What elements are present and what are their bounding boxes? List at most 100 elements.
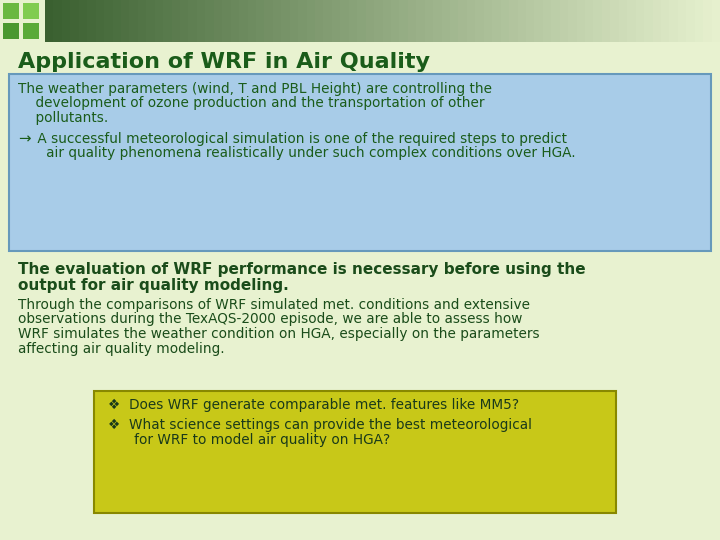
Text: ❖  What science settings can provide the best meteorological: ❖ What science settings can provide the … (108, 418, 532, 433)
Text: The evaluation of WRF performance is necessary before using the: The evaluation of WRF performance is nec… (18, 262, 585, 277)
Bar (323, 0, 333, 42)
Text: output for air quality modeling.: output for air quality modeling. (18, 278, 289, 293)
Bar (593, 0, 603, 42)
Bar (577, 0, 586, 42)
Bar (121, 0, 130, 42)
Bar (189, 0, 198, 42)
Bar (552, 0, 561, 42)
Bar (425, 0, 434, 42)
Bar (3, 23, 19, 39)
Bar (307, 0, 316, 42)
Text: for WRF to model air quality on HGA?: for WRF to model air quality on HGA? (108, 433, 390, 447)
Bar (71, 0, 80, 42)
Bar (416, 0, 426, 42)
Bar (78, 0, 88, 42)
Text: Through the comparisons of WRF simulated met. conditions and extensive: Through the comparisons of WRF simulated… (18, 298, 530, 312)
Bar (459, 0, 468, 42)
Bar (53, 0, 63, 42)
Bar (509, 0, 518, 42)
Bar (602, 0, 611, 42)
Bar (197, 0, 207, 42)
Bar (214, 0, 223, 42)
Bar (475, 0, 485, 42)
Bar (112, 0, 122, 42)
Bar (695, 0, 704, 42)
Bar (627, 0, 636, 42)
Bar (441, 0, 451, 42)
Bar (678, 0, 688, 42)
Bar (45, 0, 55, 42)
Bar (332, 0, 341, 42)
Text: observations during the TexAQS-2000 episode, we are able to assess how: observations during the TexAQS-2000 epis… (18, 313, 523, 327)
Bar (230, 0, 240, 42)
Bar (534, 0, 544, 42)
Bar (155, 0, 164, 42)
Bar (543, 0, 552, 42)
Bar (163, 0, 173, 42)
Bar (222, 0, 232, 42)
Bar (400, 0, 409, 42)
Bar (273, 0, 282, 42)
Text: The weather parameters (wind, T and PBL Height) are controlling the: The weather parameters (wind, T and PBL … (18, 82, 492, 96)
Bar (670, 0, 679, 42)
Bar (433, 0, 443, 42)
FancyBboxPatch shape (94, 391, 616, 513)
Text: WRF simulates the weather condition on HGA, especially on the parameters: WRF simulates the weather condition on H… (18, 327, 539, 341)
Bar (23, 23, 39, 39)
Bar (104, 0, 114, 42)
Bar (138, 0, 148, 42)
Bar (661, 0, 670, 42)
Text: Application of WRF in Air Quality: Application of WRF in Air Quality (18, 52, 430, 72)
Bar (374, 0, 384, 42)
Bar (408, 0, 418, 42)
Bar (686, 0, 696, 42)
Bar (341, 0, 350, 42)
Bar (298, 0, 307, 42)
Bar (559, 0, 569, 42)
Bar (644, 0, 654, 42)
Bar (618, 0, 628, 42)
Bar (450, 0, 459, 42)
Bar (518, 0, 527, 42)
Text: ❖  Does WRF generate comparable met. features like MM5?: ❖ Does WRF generate comparable met. feat… (108, 398, 519, 412)
Bar (636, 0, 645, 42)
Bar (611, 0, 620, 42)
Bar (239, 0, 248, 42)
Bar (585, 0, 595, 42)
Bar (3, 3, 19, 19)
Bar (652, 0, 662, 42)
Bar (315, 0, 325, 42)
Text: A successful meteorological simulation is one of the required steps to predict: A successful meteorological simulation i… (33, 132, 567, 145)
Bar (256, 0, 266, 42)
Text: air quality phenomena realistically under such complex conditions over HGA.: air quality phenomena realistically unde… (33, 146, 575, 160)
Bar (282, 0, 291, 42)
Text: pollutants.: pollutants. (18, 111, 108, 125)
Bar (568, 0, 577, 42)
Bar (146, 0, 156, 42)
Text: affecting air quality modeling.: affecting air quality modeling. (18, 341, 225, 355)
Bar (703, 0, 713, 42)
Bar (62, 0, 71, 42)
Bar (500, 0, 510, 42)
Bar (87, 0, 96, 42)
Bar (248, 0, 257, 42)
Bar (96, 0, 105, 42)
Bar (492, 0, 502, 42)
Bar (467, 0, 477, 42)
Bar (357, 0, 366, 42)
Bar (23, 3, 39, 19)
Bar (711, 0, 720, 42)
Bar (382, 0, 392, 42)
Bar (264, 0, 274, 42)
Bar (171, 0, 181, 42)
Bar (391, 0, 400, 42)
Text: →: → (18, 132, 31, 146)
Bar (484, 0, 493, 42)
Bar (348, 0, 358, 42)
Bar (205, 0, 215, 42)
Bar (289, 0, 299, 42)
Bar (526, 0, 536, 42)
Bar (366, 0, 375, 42)
Bar (130, 0, 139, 42)
Text: development of ozone production and the transportation of other: development of ozone production and the … (18, 97, 485, 111)
